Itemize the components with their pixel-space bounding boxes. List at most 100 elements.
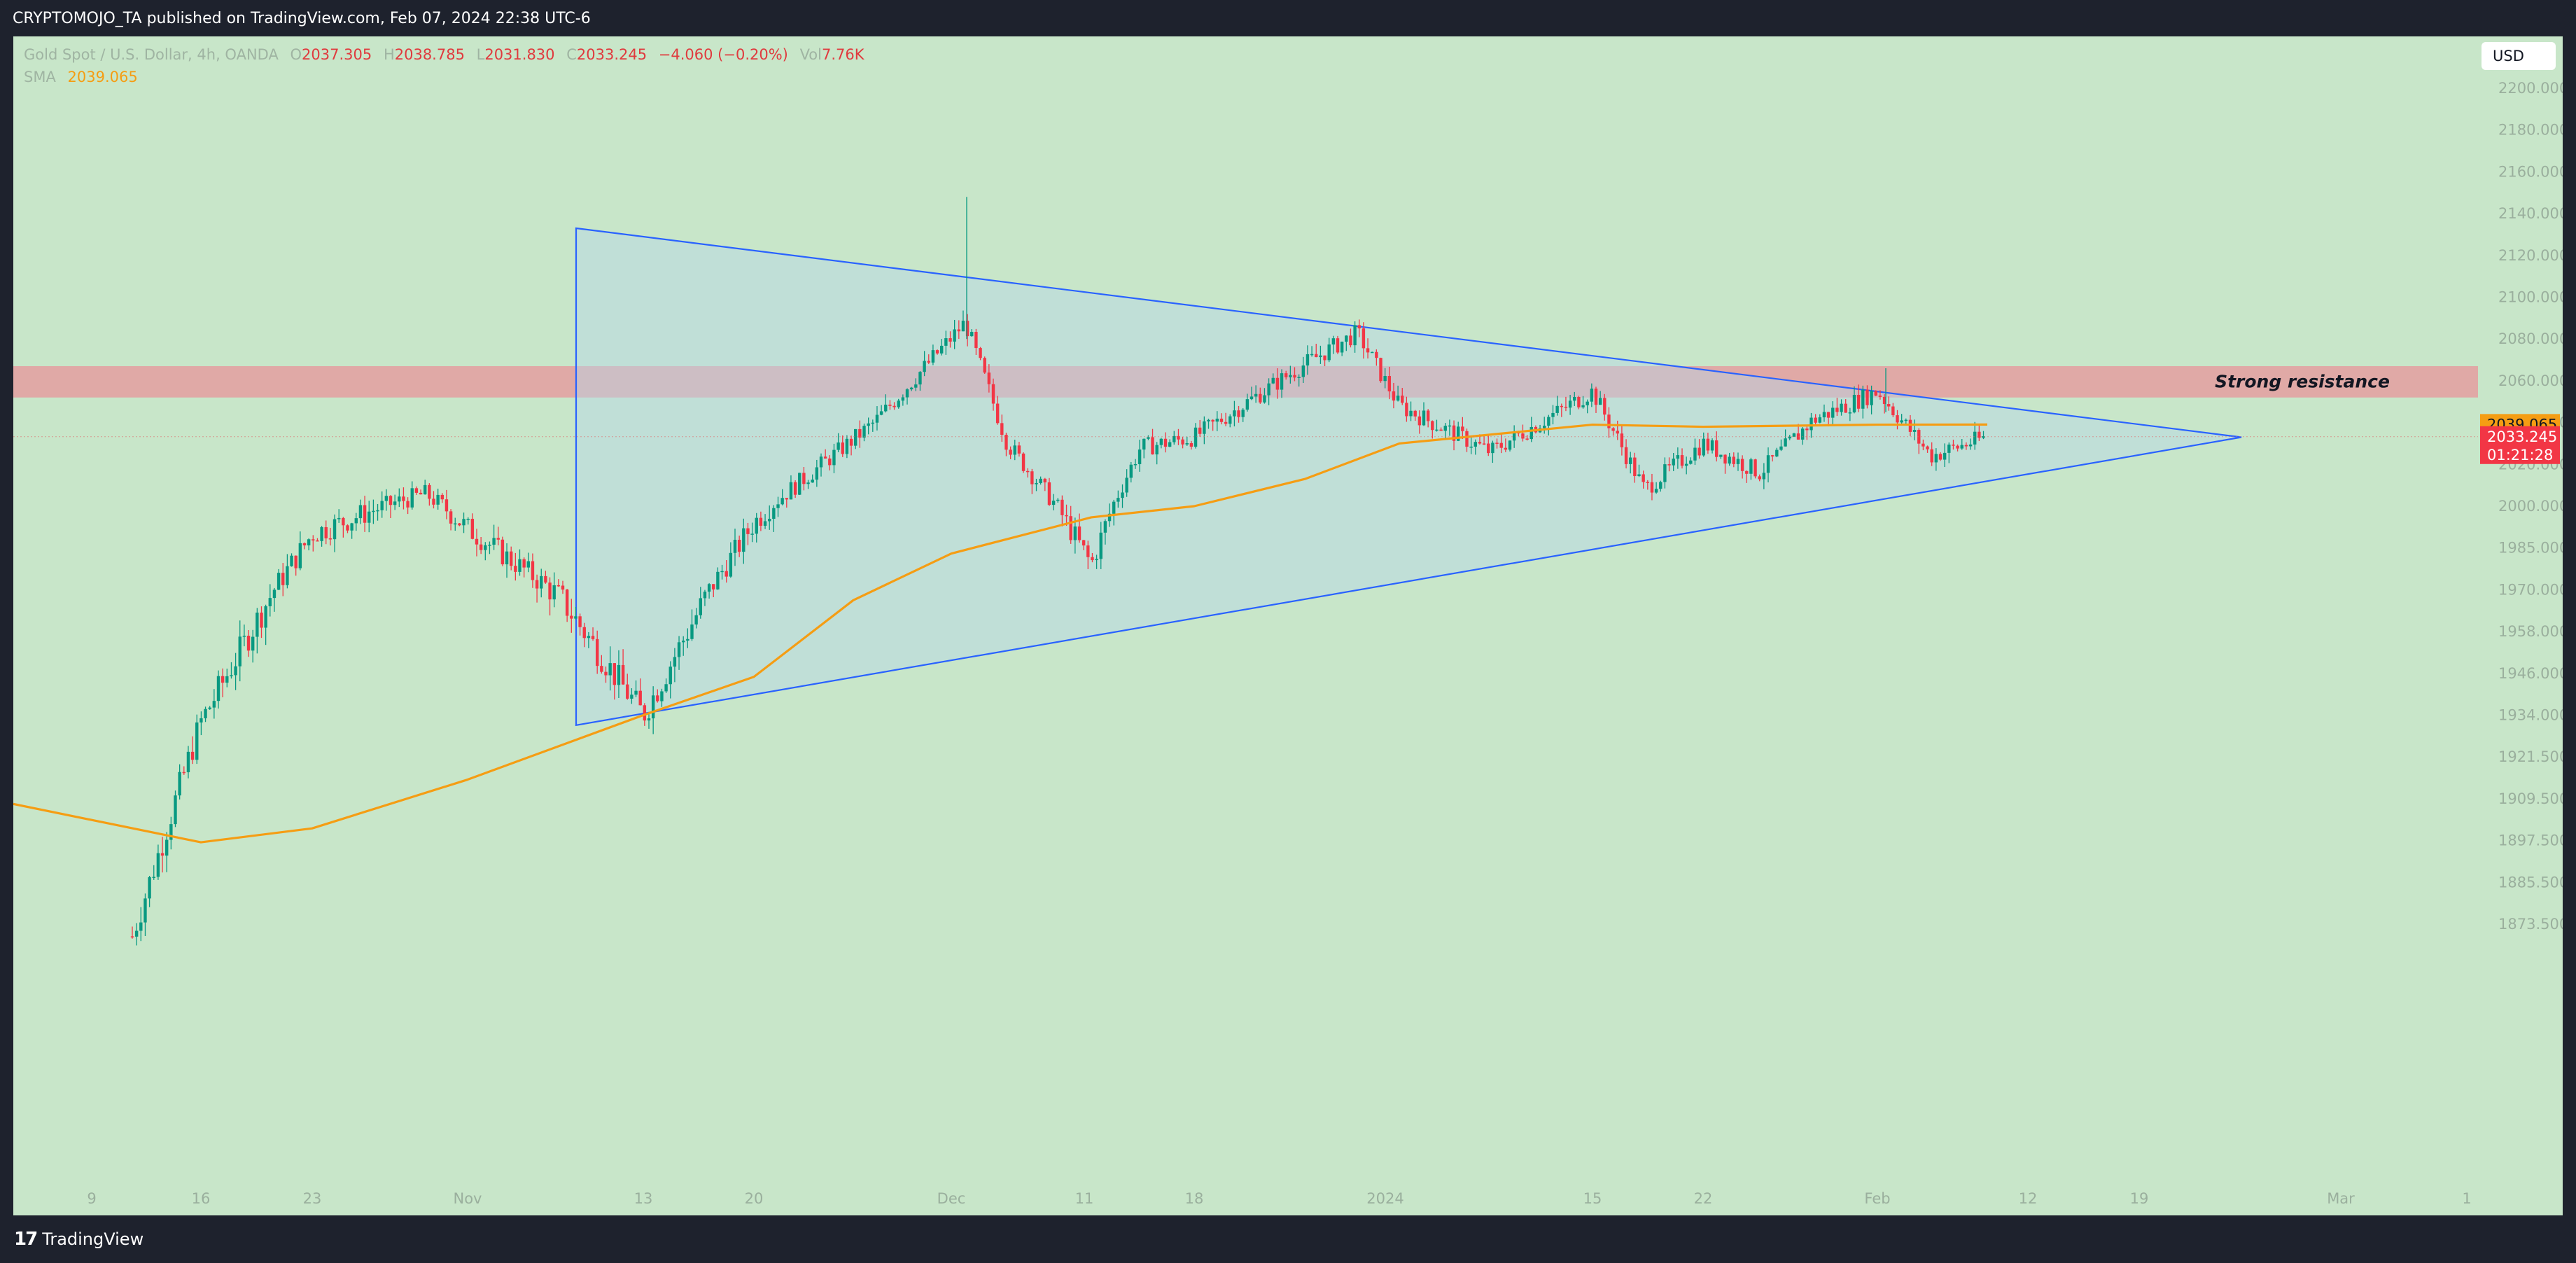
candle-body <box>1056 499 1060 501</box>
candle-body <box>1512 431 1516 441</box>
chart-background <box>13 36 2478 1215</box>
candle-body <box>1465 431 1469 447</box>
candle-body <box>1844 403 1847 413</box>
candle-body <box>780 498 784 505</box>
legend-close-label: C <box>566 46 577 63</box>
candle-body <box>1740 459 1744 471</box>
strong-resistance-label: Strong resistance <box>2215 371 2390 391</box>
candle-body <box>1021 453 1026 471</box>
candle-body <box>1672 459 1675 466</box>
candle-body <box>1887 404 1891 407</box>
price-chart[interactable]: 2200.000 2180.000 2160.000 2140.000 2120.000… <box>13 36 2568 1215</box>
candle-body <box>328 538 332 540</box>
candle-body <box>1960 445 1963 449</box>
candle-body <box>1125 477 1128 493</box>
price-tick-label: 1909.500 <box>2498 790 2563 807</box>
candle-body <box>591 636 595 639</box>
candle-body <box>290 555 293 566</box>
candle-body <box>1082 540 1086 546</box>
candle-body <box>660 691 664 702</box>
candle-body <box>1766 455 1770 473</box>
time-tick-label: Mar <box>2327 1190 2355 1207</box>
candle-body <box>1568 400 1572 408</box>
candle-body <box>901 397 905 401</box>
candle-body <box>961 321 965 332</box>
legend-sma-label[interactable]: SMA <box>24 69 56 85</box>
price-axis[interactable]: 2200.000 2180.000 2160.000 2140.000 2120.000… <box>2498 80 2568 933</box>
candle-body <box>178 772 181 796</box>
candle-body <box>1198 427 1202 434</box>
candle-body <box>1435 429 1438 431</box>
candle-body <box>1383 376 1387 382</box>
candle-body <box>836 442 840 450</box>
candle-body <box>169 824 173 840</box>
candle-body <box>785 498 788 500</box>
candle-body <box>600 666 603 672</box>
legend-symbol[interactable]: Gold Spot / U.S. Dollar, 4h, OANDA <box>24 46 279 63</box>
candle-body <box>1499 442 1503 448</box>
candle-body <box>130 936 134 937</box>
candle-body <box>1702 438 1705 456</box>
candle-body <box>1693 447 1697 461</box>
candle-body <box>1861 389 1865 409</box>
candle-body <box>1310 354 1314 356</box>
candle-body <box>634 690 638 695</box>
candle-body <box>570 615 573 619</box>
annotation-layer: Strong resistance <box>2215 371 2390 391</box>
currency-button[interactable]: USD <box>2482 42 2556 70</box>
candle-body <box>1706 438 1710 451</box>
candle-body <box>1826 412 1830 418</box>
candle-body <box>776 504 780 508</box>
candle-body <box>1942 452 1947 460</box>
candle-body <box>1422 410 1426 426</box>
candle-body <box>242 636 246 637</box>
candle-body <box>1654 489 1658 493</box>
candle-body <box>1968 444 1973 447</box>
candle-body <box>953 329 956 342</box>
tradingview-logo[interactable]: 17 TradingView <box>14 1229 144 1250</box>
time-tick-label: 16 <box>192 1190 211 1207</box>
candle-body <box>1745 470 1749 474</box>
candle-body <box>1551 412 1555 417</box>
candle-body <box>1095 559 1098 561</box>
candle-body <box>565 589 569 616</box>
candle-body <box>927 361 930 363</box>
candle-body <box>867 423 870 426</box>
candle-body <box>475 538 479 545</box>
triangle-layer[interactable] <box>575 227 2242 727</box>
candle-body <box>1848 412 1852 414</box>
candle-body <box>1457 426 1460 441</box>
candle-body <box>466 519 470 520</box>
chart-area[interactable]: 2200.000 2180.000 2160.000 2140.000 2120.000… <box>13 36 2568 1215</box>
candle-body <box>1301 365 1305 377</box>
candle-body <box>1982 436 1985 438</box>
candle-body <box>1616 431 1619 434</box>
candle-body <box>298 543 302 568</box>
candle-body <box>1870 391 1873 405</box>
price-tick-label: 2120.000 <box>2498 247 2563 264</box>
candle-body <box>892 405 896 407</box>
candle-body <box>854 428 858 446</box>
candle-body <box>1590 389 1594 402</box>
footer-bar <box>0 1215 2576 1263</box>
candle-body <box>1715 440 1718 457</box>
candle-body <box>1684 463 1688 466</box>
candle-body <box>1650 482 1654 493</box>
time-tick-label: 23 <box>303 1190 322 1207</box>
candle-body <box>1426 410 1430 421</box>
bar-countdown-text: 01:21:28 <box>2487 447 2553 463</box>
legend-high-label: H <box>383 46 395 63</box>
candle-body <box>1754 459 1757 477</box>
candle-body <box>608 663 612 676</box>
candle-body <box>342 517 345 526</box>
time-axis[interactable]: 9 16 23 Nov 13 20 Dec 11 18 2024 15 22 Feb 12 19 Mar 1 <box>87 1190 2471 1207</box>
legend-open-label: O <box>290 46 302 63</box>
candle-body <box>200 718 203 723</box>
candle-body <box>1555 405 1559 413</box>
price-tick-label: 2180.000 <box>2498 122 2563 139</box>
legend-high-value: 2038.785 <box>394 46 465 63</box>
candle-body <box>1026 470 1030 473</box>
candle-body <box>216 676 220 702</box>
candle-body <box>737 539 741 552</box>
candle-body <box>1840 403 1843 412</box>
